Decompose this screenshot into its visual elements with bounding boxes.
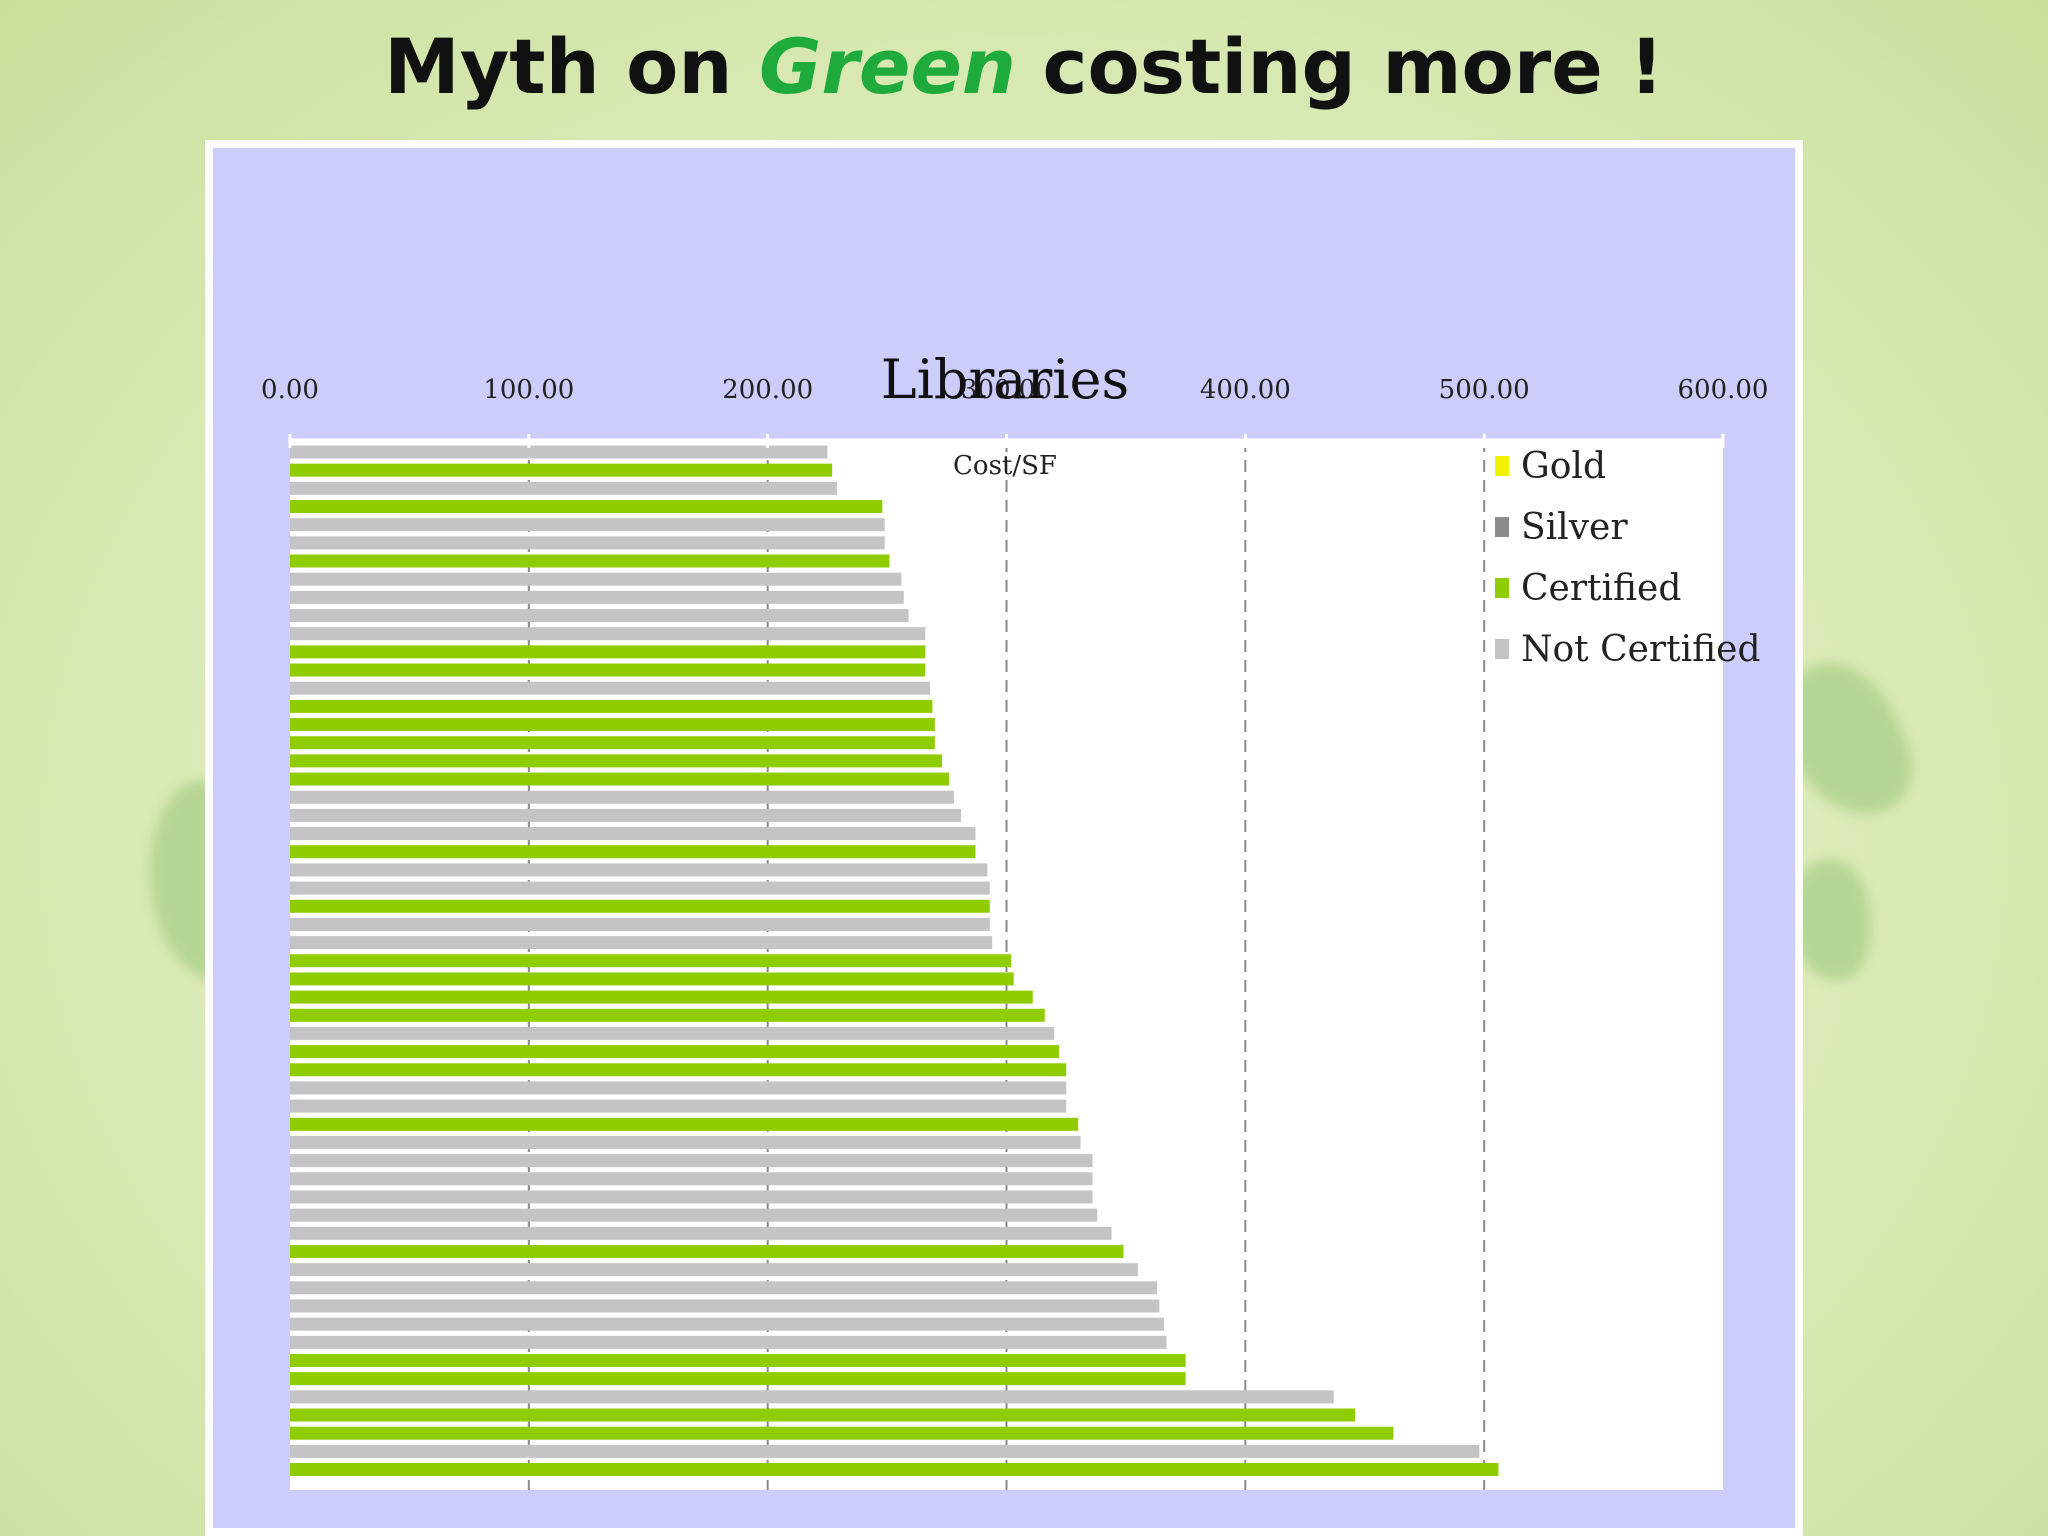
bar — [290, 681, 931, 695]
bar — [290, 1208, 1098, 1222]
bar — [290, 1172, 1093, 1186]
bar — [290, 590, 904, 604]
bar — [290, 481, 837, 495]
bar — [290, 1354, 1186, 1367]
bar — [290, 754, 943, 768]
bar — [290, 1045, 1060, 1059]
x-tick-label: 0.00 — [261, 375, 319, 405]
x-axis-label: Cost/SF — [953, 451, 1057, 481]
legend-label: Certified — [1521, 568, 1681, 609]
x-tick-label: 100.00 — [483, 375, 574, 405]
bar — [290, 1135, 1081, 1149]
bar — [290, 1063, 1067, 1077]
bar — [290, 1281, 1157, 1295]
bar — [290, 1099, 1067, 1113]
x-tick-label: 600.00 — [1678, 375, 1769, 405]
bar — [290, 808, 962, 822]
title-highlight: Green — [758, 22, 1017, 111]
bar — [290, 1026, 1055, 1040]
x-tick-label: 200.00 — [722, 375, 813, 405]
bar — [290, 1190, 1093, 1204]
legend-swatch — [1495, 639, 1509, 659]
bar — [290, 790, 954, 804]
libraries-chart: 0.00 100.00 200.00 300.00 400.00 500.00 600.00… — [213, 148, 1795, 1528]
bar — [290, 627, 926, 641]
bar — [290, 1008, 1045, 1022]
x-tick-label: 400.00 — [1200, 375, 1291, 405]
bar — [290, 990, 1033, 1004]
bar — [290, 845, 976, 859]
bar — [290, 1408, 1356, 1422]
bar — [290, 1317, 1165, 1331]
bar — [290, 518, 885, 532]
bar — [290, 1117, 1079, 1131]
background-leaf-right-lower — [1790, 860, 1870, 980]
bar — [290, 718, 935, 732]
bar — [290, 899, 990, 913]
bar — [290, 772, 950, 786]
bar — [290, 572, 902, 586]
legend-label: Gold — [1521, 446, 1606, 487]
bar — [290, 663, 926, 677]
title-after: costing more ! — [1016, 22, 1664, 111]
x-tick-label: 300.00 — [961, 375, 1052, 405]
bar — [290, 1390, 1334, 1404]
title-before: Myth on — [384, 22, 759, 111]
bar — [290, 881, 990, 895]
legend-label: Silver — [1521, 507, 1628, 548]
chart-title: Libraries — [881, 348, 1129, 411]
legend-swatch — [1495, 456, 1509, 476]
bar — [290, 1299, 1160, 1313]
bar — [290, 554, 890, 568]
bar — [290, 827, 976, 841]
bar — [290, 1226, 1112, 1240]
bar — [290, 954, 1012, 968]
legend: Gold Silver Certified Not Certified — [1495, 446, 1760, 670]
bar — [290, 736, 935, 750]
bar — [290, 1263, 1138, 1277]
legend-swatch — [1495, 517, 1509, 537]
bar — [290, 1081, 1067, 1095]
bar — [290, 1154, 1093, 1168]
bar — [290, 936, 993, 950]
bar — [290, 699, 933, 713]
bar — [290, 1372, 1186, 1386]
bar — [290, 972, 1014, 986]
legend-swatch — [1495, 578, 1509, 598]
bars-layer — [290, 445, 1499, 1477]
bar — [290, 1244, 1124, 1258]
bar — [290, 1335, 1167, 1349]
bar — [290, 1444, 1480, 1458]
bar — [290, 609, 909, 623]
bar — [290, 500, 883, 514]
bar — [290, 917, 990, 931]
bar — [290, 863, 988, 877]
legend-label: Not Certified — [1521, 629, 1760, 670]
bar — [290, 445, 828, 459]
bar — [290, 1426, 1394, 1440]
axis-layer: 0.00 100.00 200.00 300.00 400.00 500.00 600.00 — [261, 375, 1768, 448]
slide-title: Myth on Green costing more ! — [0, 22, 2048, 111]
bar — [290, 463, 833, 477]
x-tick-label: 500.00 — [1439, 375, 1530, 405]
bar — [290, 645, 926, 659]
bar — [290, 1463, 1499, 1477]
chart-frame: 0.00 100.00 200.00 300.00 400.00 500.00 600.00… — [205, 140, 1803, 1536]
bar — [290, 536, 885, 550]
